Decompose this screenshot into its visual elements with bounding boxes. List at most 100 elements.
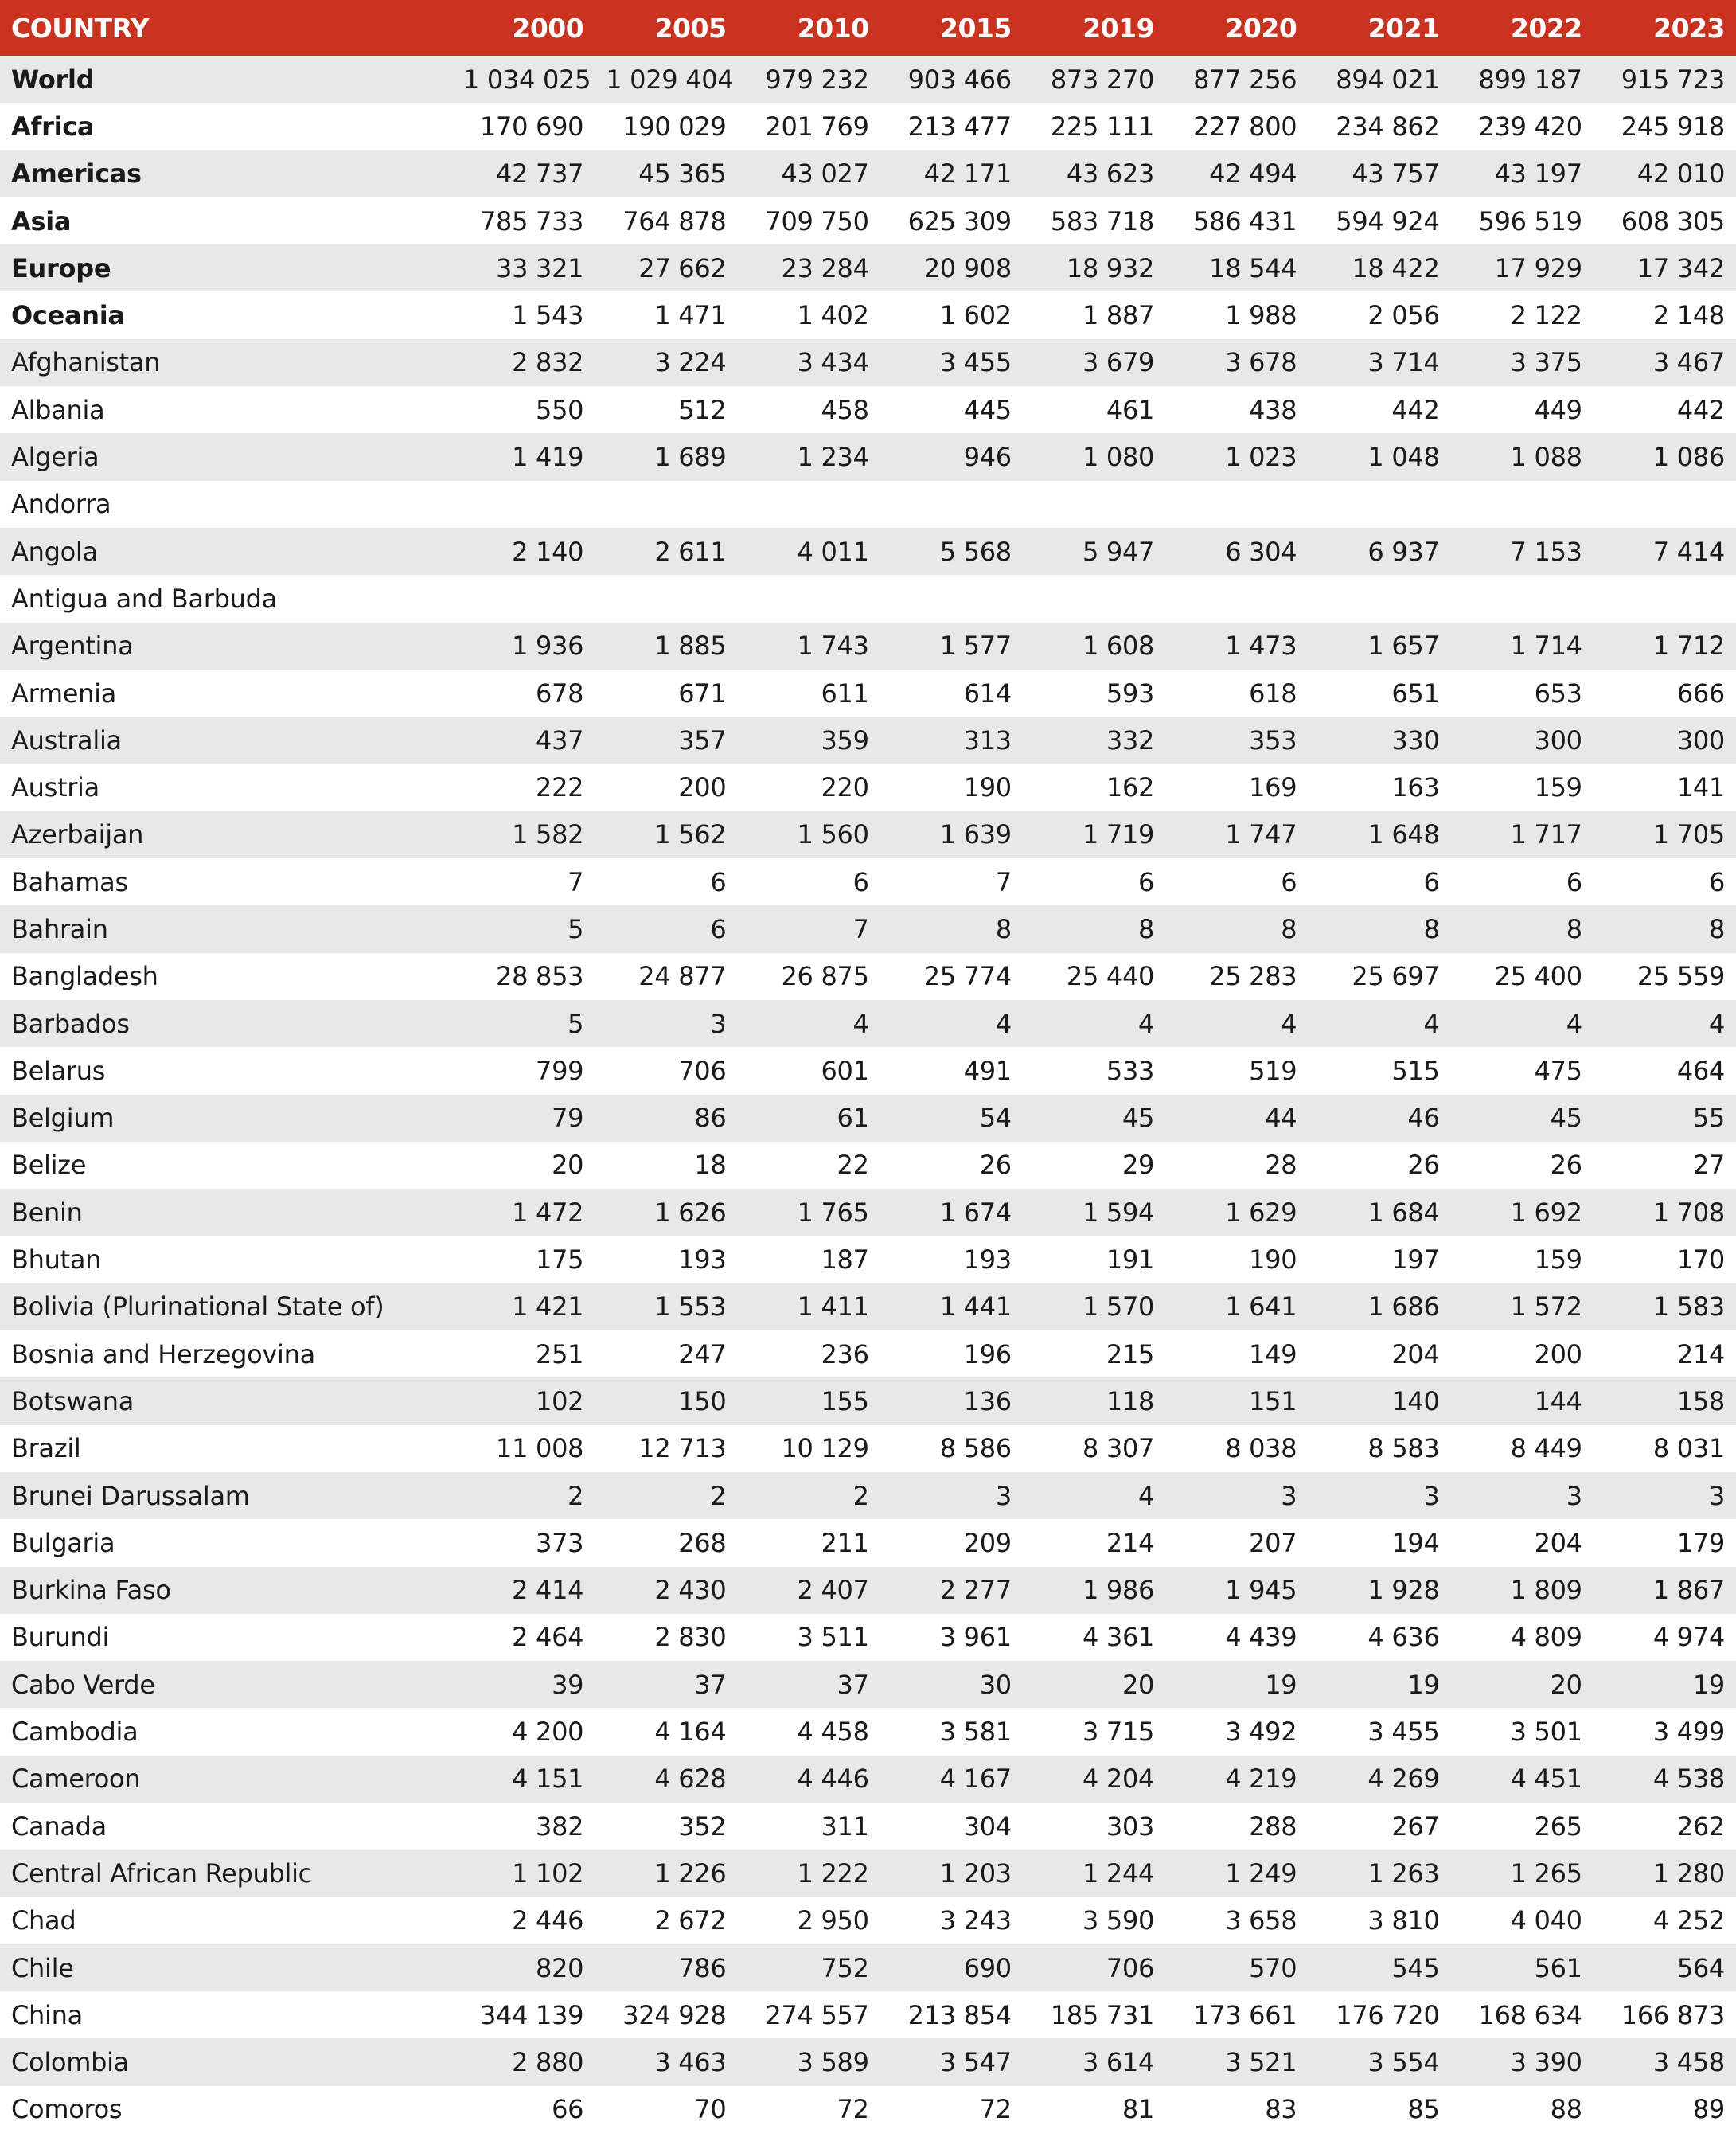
value-cell: 3 658 [1225, 1905, 1297, 1936]
value-cell: 873 270 [1022, 56, 1166, 104]
value-cell: 4 439 [1225, 1622, 1297, 1653]
value-cell: 43 757 [1308, 150, 1451, 197]
table-row: Oceania 1 543 1 471 1 402 1 602 1 887 1 988 2 0… [0, 291, 1736, 338]
country-cell: Canada [11, 1811, 107, 1842]
value-cell: 6 [1566, 866, 1582, 897]
table-row: Bahamas 7 6 6 7 6 6 6 6 6 [0, 858, 1736, 905]
table-row: Austria 222 200 220 190 162 169 163 159 141 [0, 764, 1736, 811]
country-cell: Brazil [11, 1433, 81, 1464]
value-cell: 2 446 [512, 1905, 584, 1936]
value-cell: 2 140 [452, 527, 595, 576]
value-cell: 268 [678, 1527, 727, 1558]
value-cell: 877 256 [1165, 56, 1309, 104]
value-cell: 3 463 [595, 2038, 738, 2086]
value-cell: 786 [595, 1944, 738, 1992]
country-cell: Barbados [0, 999, 452, 1048]
table-row: Albania 550 512 458 445 461 438 442 449 442 [0, 386, 1736, 433]
value-cell: 1 086 [1593, 433, 1736, 481]
table-row: Bolivia (Plurinational State of) 1 421 1 5… [0, 1283, 1736, 1331]
country-cell: Albania [11, 394, 105, 425]
column-header: 2022 [1450, 0, 1594, 56]
value-cell: 196 [963, 1338, 1012, 1369]
value-cell: 475 [1534, 1055, 1582, 1086]
value-cell: 29 [1122, 1150, 1155, 1181]
value-cell: 519 [1249, 1055, 1297, 1086]
value-cell: 437 [452, 717, 595, 764]
country-cell: Asia [11, 205, 72, 236]
value-cell: 18 [694, 1150, 727, 1181]
value-cell: 265 [1534, 1811, 1582, 1842]
country-cell: Oceania [11, 300, 125, 331]
country-cell: Cambodia [11, 1717, 138, 1748]
value-cell: 1 594 [1022, 1189, 1166, 1236]
empty-cell [1023, 481, 1165, 528]
value-cell: 324 928 [622, 1999, 727, 2030]
table-row: Canada 382 352 311 304 303 288 267 265 262 [0, 1803, 1736, 1850]
value-cell: 17 342 [1593, 244, 1736, 292]
value-cell: 11 008 [496, 1433, 584, 1464]
table-row: Bulgaria 373 268 211 209 214 207 194 204 179 [0, 1519, 1736, 1566]
value-cell: 8 [1450, 905, 1594, 953]
value-cell: 2 122 [1510, 300, 1582, 331]
table-row: Bahrain 5 6 7 8 8 8 8 8 8 [0, 905, 1736, 953]
value-cell: 214 [1106, 1527, 1155, 1558]
value-cell: 2 611 [595, 527, 738, 576]
value-cell: 6 937 [1308, 527, 1451, 576]
value-cell: 3 511 [797, 1622, 869, 1653]
value-cell: 42 010 [1593, 150, 1736, 197]
value-cell: 1 471 [654, 300, 727, 331]
value-cell: 10 129 [781, 1433, 869, 1464]
value-cell: 81 [1122, 2094, 1155, 2125]
value-cell: 799 [536, 1055, 584, 1086]
value-cell: 651 [1391, 678, 1440, 709]
table-row: Andorra [0, 481, 1736, 528]
value-cell: 46 [1308, 1094, 1451, 1142]
country-cell: World [0, 56, 452, 104]
column-header: 2023 [1593, 0, 1736, 56]
value-cell: 2 830 [654, 1622, 727, 1653]
value-cell: 1 263 [1308, 1850, 1451, 1897]
value-cell: 3 614 [1022, 2038, 1166, 2086]
value-cell: 7 153 [1450, 527, 1594, 576]
value-cell: 1 234 [737, 433, 880, 481]
value-cell: 215 [1106, 1338, 1155, 1369]
empty-cell [737, 481, 880, 528]
value-cell: 4 451 [1450, 1755, 1594, 1803]
country-cell: Bahamas [11, 866, 128, 897]
value-cell: 43 027 [737, 150, 880, 197]
value-cell: 25 697 [1352, 961, 1440, 992]
country-cell: Americas [0, 150, 452, 197]
table-row: Bosnia and Herzegovina 251 247 236 196 215 149… [0, 1330, 1736, 1377]
value-cell: 66 [552, 2094, 584, 2125]
value-cell: 3 467 [1593, 338, 1736, 387]
value-cell: 1 885 [595, 622, 738, 670]
value-cell: 4 [1022, 1471, 1166, 1520]
value-cell: 583 718 [1050, 205, 1155, 236]
value-cell: 2 407 [737, 1566, 880, 1614]
value-cell: 4 269 [1308, 1755, 1451, 1803]
value-cell: 30 [880, 1661, 1023, 1709]
table-row: Comoros 66 70 72 72 81 83 85 88 89 [0, 2086, 1736, 2133]
value-cell: 1 641 [1165, 1283, 1309, 1331]
value-cell: 204 [1391, 1338, 1440, 1369]
value-cell: 458 [821, 394, 869, 425]
value-cell: 311 [821, 1811, 869, 1842]
value-cell: 4 164 [654, 1717, 727, 1748]
country-cell: Cameroon [0, 1755, 452, 1803]
value-cell: 170 [1676, 1244, 1725, 1276]
value-cell: 586 431 [1193, 205, 1297, 236]
value-cell: 2 880 [452, 2038, 595, 2086]
value-cell: 44 [1165, 1094, 1309, 1142]
value-cell: 19 [1308, 1661, 1451, 1709]
table-row: Brunei Darussalam 2 2 2 3 4 3 3 3 3 [0, 1471, 1736, 1520]
value-cell: 353 [1165, 717, 1309, 764]
table-row: Europe 33 321 27 662 23 284 20 908 18 932 18 5… [0, 244, 1736, 292]
value-cell: 461 [1106, 394, 1155, 425]
value-cell: 7 414 [1593, 527, 1736, 576]
value-cell: 3 [880, 1471, 1023, 1520]
value-cell: 25 440 [1066, 961, 1155, 992]
value-cell: 382 [536, 1811, 584, 1842]
value-cell: 39 [452, 1661, 595, 1709]
value-cell: 915 723 [1593, 56, 1736, 104]
value-cell: 1 887 [1082, 300, 1155, 331]
